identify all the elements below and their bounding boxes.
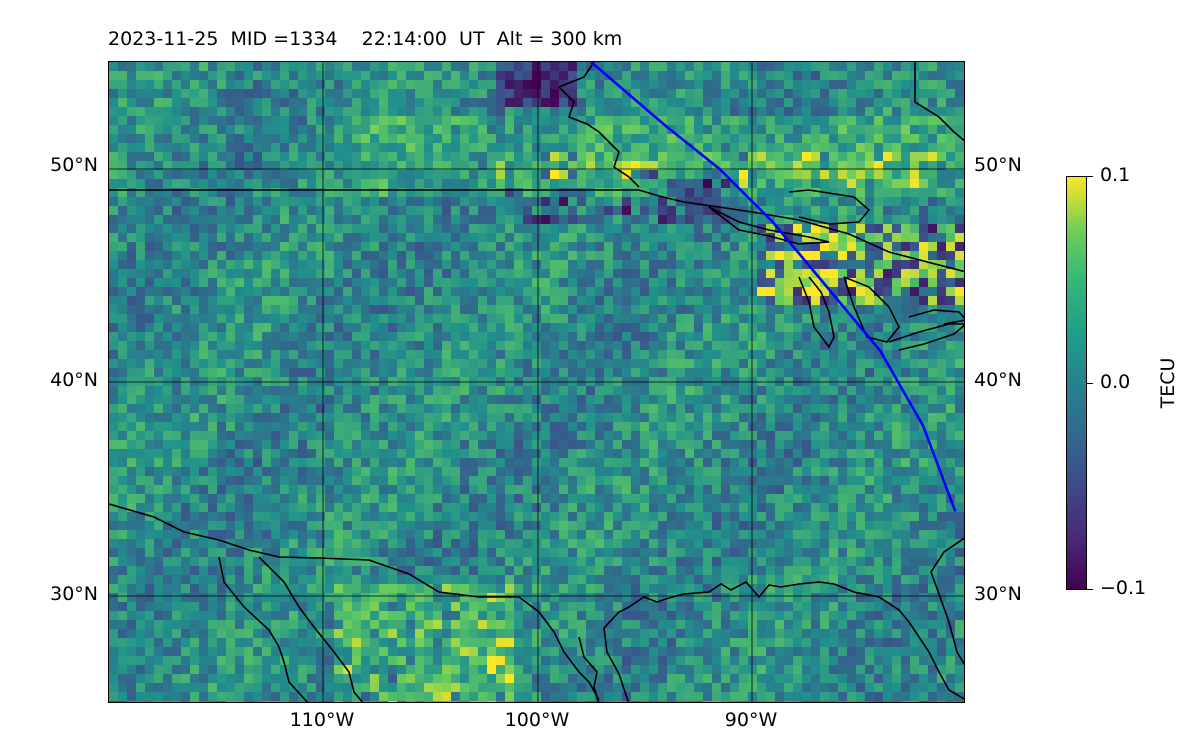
map-overlay [109,62,964,702]
great-lakes-huron [843,276,900,343]
great-lakes-ontario [908,309,964,325]
great-lakes-erie [888,323,964,351]
colorbar-tick-bottom [1087,589,1093,590]
colorbar-title: TECU [1157,357,1179,409]
colorbar [1066,176,1087,590]
great-lakes-michigan [798,276,835,349]
baja-peninsula [218,556,309,702]
lat-label-40n-right: 40°N [974,369,1022,391]
lat-label-50n-left: 50°N [50,154,98,176]
lat-label-50n-right: 50°N [974,154,1022,176]
colorbar-label-min: −0.1 [1100,577,1147,599]
tec-map [108,61,965,703]
florida-coast [930,537,964,666]
title-date: 2023-11-25 [108,28,219,50]
title-mid: MID =1334 [230,28,338,50]
hudson-bay-east [914,62,964,142]
lon-label-110w: 110°W [289,709,355,731]
colorbar-label-zero: 0.0 [1100,371,1131,393]
us-mexico-border [109,503,600,701]
mexico-gulf-coast [578,636,600,702]
hudson-bay-coast [557,62,640,188]
lat-label-30n-left: 30°N [50,583,98,605]
colorbar-label-max: 0.1 [1100,164,1131,186]
title-altitude: Alt = 300 km [496,28,623,50]
lake-winnipeg [788,189,871,225]
baja-west [258,556,364,702]
lon-label-100w: 100°W [504,709,570,731]
gulf-coast-texas [603,580,964,702]
colorbar-tick-mid [1087,383,1093,384]
boundaries [109,62,964,702]
lat-label-40n-left: 40°N [50,369,98,391]
great-lakes-superior [708,206,830,245]
gridlines [109,62,964,702]
satellite-ground-track [590,62,957,512]
lon-label-90w: 90°W [724,709,778,731]
lat-label-30n-right: 30°N [974,583,1022,605]
us-canada-border [109,189,964,273]
title-time: 22:14:00 UT [361,28,485,50]
map-title: 2023-11-25 MID =1334 22:14:00 UT Alt = 3… [108,28,622,50]
colorbar-tick-top [1087,176,1093,177]
